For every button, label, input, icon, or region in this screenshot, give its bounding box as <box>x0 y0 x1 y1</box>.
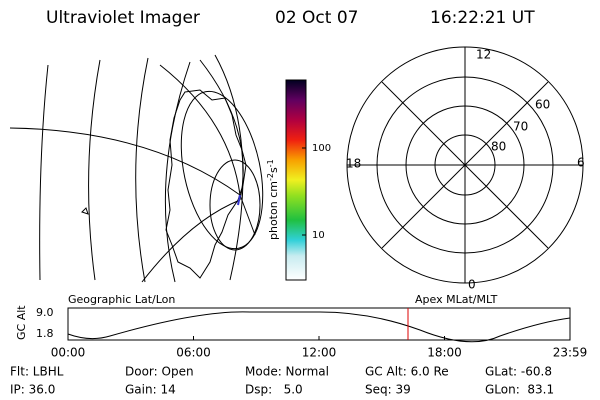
polar-grid <box>346 46 584 284</box>
lat-label: 70 <box>513 120 528 134</box>
orbit-y-tick: 1.8 <box>36 327 54 340</box>
orbit-x-tick-label: 06:00 <box>176 346 211 360</box>
colorbar-label: photon cm-2s-1 <box>266 159 281 240</box>
mlt-label: 0 <box>468 278 476 292</box>
title: Ultraviolet Imager <box>46 8 200 28</box>
orbit-y-label: GC Alt <box>15 305 28 340</box>
info-field: Gain: 14 <box>125 383 176 397</box>
info-field: Flt: LBHL <box>10 365 64 379</box>
info-field: Dsp: 5.0 <box>245 383 303 397</box>
unit: s <box>267 167 280 173</box>
mlt-label: 18 <box>346 157 361 171</box>
time: 16:22:21 UT <box>430 8 535 28</box>
info-field: GLat: -60.8 <box>485 365 552 379</box>
mlt-label: 12 <box>476 48 491 62</box>
lat-label: 60 <box>535 98 550 112</box>
orbit-curve <box>67 311 571 343</box>
colorbar <box>285 79 307 281</box>
colorbar-tick-label: 100 <box>312 143 331 154</box>
orbit-y-tick: 9.0 <box>36 306 54 319</box>
lat-label: 80 <box>491 140 506 154</box>
map <box>9 54 264 283</box>
unit-exp: -1 <box>266 159 275 167</box>
orbit-x-tick-label: 18:00 <box>427 346 462 360</box>
orbit-x-ticks: 00:00 06:00 12:00 18:00 23:59 <box>51 336 588 360</box>
info-field: Seq: 39 <box>365 383 411 397</box>
unit: photon cm <box>267 181 280 240</box>
info-field: IP: 36.0 <box>10 383 55 397</box>
info-field: Mode: Normal <box>245 365 329 379</box>
info-field: Door: Open <box>125 365 194 379</box>
date: 02 Oct 07 <box>275 8 358 28</box>
orbit-x-tick-label: 12:00 <box>302 346 337 360</box>
orbit-left-title: Geographic Lat/Lon <box>68 293 175 306</box>
info-field: GC Alt: 6.0 Re <box>365 365 449 379</box>
orbit-frame <box>67 307 571 341</box>
info-field: GLon: 83.1 <box>485 383 554 397</box>
info-panel: Flt: LBHL Door: Open Mode: Normal GC Alt: 6… <box>10 365 554 397</box>
orbit-right-title: Apex MLat/MLT <box>415 293 498 306</box>
colorbar-tick-label: 10 <box>312 230 325 241</box>
orbit-x-tick-label: 00:00 <box>51 346 86 360</box>
orbit-x-tick-label: 23:59 <box>553 346 588 360</box>
unit-exp: -2 <box>266 173 275 181</box>
mlt-label: 6 <box>577 156 585 170</box>
